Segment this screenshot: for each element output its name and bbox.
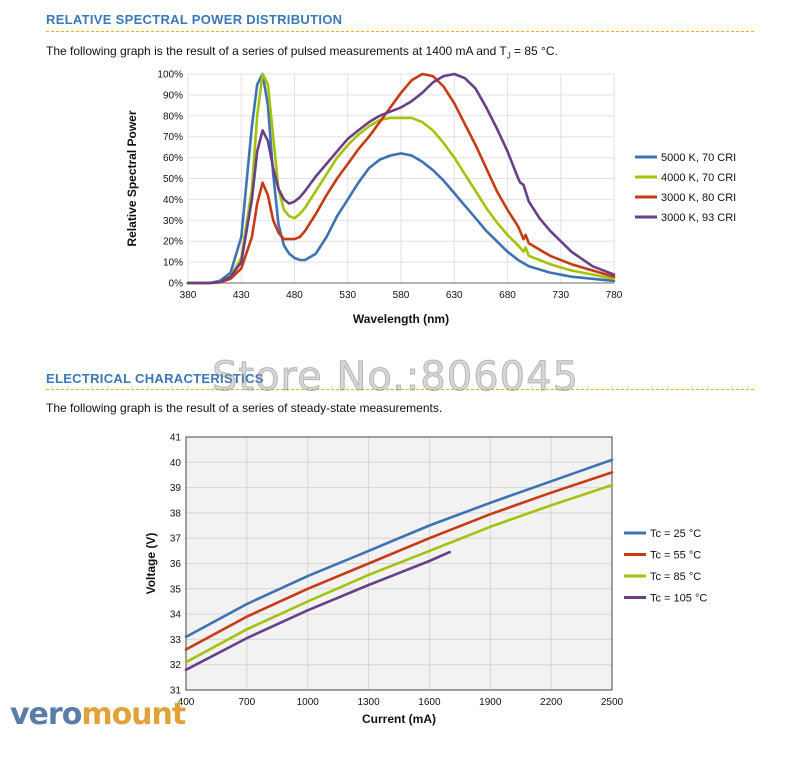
- y-tick-label: 90%: [163, 90, 183, 101]
- x-tick-label: 2200: [540, 697, 563, 708]
- series-line: [184, 458, 614, 639]
- legend-label: 3000 K, 93 CRI: [661, 212, 736, 224]
- x-tick-label: 1900: [479, 697, 502, 708]
- y-tick-label: 20%: [163, 237, 183, 248]
- legend-label: 5000 K, 70 CRI: [661, 152, 736, 164]
- spd-description: The following graph is the result of a s…: [46, 44, 558, 60]
- y-tick-label: 39: [170, 483, 182, 494]
- y-tick-label: 60%: [163, 153, 183, 164]
- series-line: [184, 550, 451, 672]
- y-tick-label: 50%: [163, 174, 183, 185]
- x-tick-label: 430: [233, 290, 250, 301]
- legend-label: Tc = 55 °C: [650, 550, 701, 562]
- y-tick-label: 40: [170, 458, 182, 469]
- y-tick-label: 41: [170, 433, 182, 444]
- x-tick-label: 480: [286, 290, 303, 301]
- x-axis-label: Wavelength (nm): [353, 312, 449, 326]
- x-tick-label: 780: [606, 290, 623, 301]
- y-tick-label: 40%: [163, 195, 183, 206]
- legend-label: Tc = 105 °C: [650, 593, 707, 605]
- y-tick-label: 0%: [169, 279, 184, 290]
- x-tick-label: 630: [446, 290, 463, 301]
- electrical-section-title: ELECTRICAL CHARACTERISTICS: [46, 371, 264, 386]
- x-tick-label: 680: [499, 290, 516, 301]
- y-axis-label: Relative Spectral Power: [125, 110, 139, 246]
- y-tick-label: 35: [170, 584, 182, 595]
- spd-desc-text: The following graph is the result of a s…: [46, 44, 507, 58]
- plot-frame: [185, 436, 613, 691]
- spd-section-title: RELATIVE SPECTRAL POWER DISTRIBUTION: [46, 12, 343, 27]
- series-line: [186, 72, 616, 285]
- x-tick-label: 730: [552, 290, 569, 301]
- y-tick-label: 30%: [163, 216, 183, 227]
- spectral-power-chart: 380 430 480 530 580 630 680 730 780 0% 10% 20% 30% 40…: [125, 70, 736, 327]
- x-tick-label: 2500: [601, 697, 624, 708]
- veromount-logo: veromount: [10, 697, 186, 732]
- x-axis-label: Current (mA): [362, 712, 436, 726]
- y-axis-label: Voltage (V): [144, 533, 158, 595]
- y-tick-label: 31: [170, 686, 182, 697]
- x-tick-label: 1600: [418, 697, 441, 708]
- y-tick-label: 37: [170, 534, 182, 545]
- series-line: [186, 72, 616, 285]
- x-tick-label: 1300: [357, 697, 380, 708]
- spd-desc-text-end: = 85 °C.: [510, 44, 558, 58]
- y-tick-label: 38: [170, 508, 182, 519]
- section-divider: [46, 31, 754, 32]
- logo-part-2: mount: [81, 697, 186, 732]
- x-tick-label: 530: [339, 290, 356, 301]
- legend-label: 3000 K, 80 CRI: [661, 192, 736, 204]
- y-tick-label: 34: [170, 610, 182, 621]
- section-divider: [46, 389, 754, 390]
- x-tick-label: 700: [239, 697, 256, 708]
- logo-part-1: vero: [10, 697, 82, 732]
- series-line: [186, 72, 616, 285]
- y-tick-label: 10%: [163, 258, 183, 269]
- y-tick-label: 33: [170, 635, 182, 646]
- legend-label: Tc = 25 °C: [650, 528, 701, 540]
- y-tick-label: 80%: [163, 111, 183, 122]
- y-tick-label: 36: [170, 559, 182, 570]
- x-tick-label: 580: [393, 290, 410, 301]
- x-tick-label: 400: [178, 697, 195, 708]
- series-line: [184, 483, 614, 664]
- legend-label: 4000 K, 70 CRI: [661, 172, 736, 184]
- x-tick-label: 1000: [297, 697, 320, 708]
- y-tick-label: 32: [170, 660, 182, 671]
- series-line: [184, 471, 614, 651]
- spd-desc-subscript: J: [506, 51, 511, 61]
- electrical-description: The following graph is the result of a s…: [46, 401, 443, 415]
- y-tick-label: 100%: [157, 70, 183, 81]
- legend-label: Tc = 85 °C: [650, 571, 701, 583]
- x-tick-label: 380: [180, 290, 197, 301]
- y-tick-label: 70%: [163, 132, 183, 143]
